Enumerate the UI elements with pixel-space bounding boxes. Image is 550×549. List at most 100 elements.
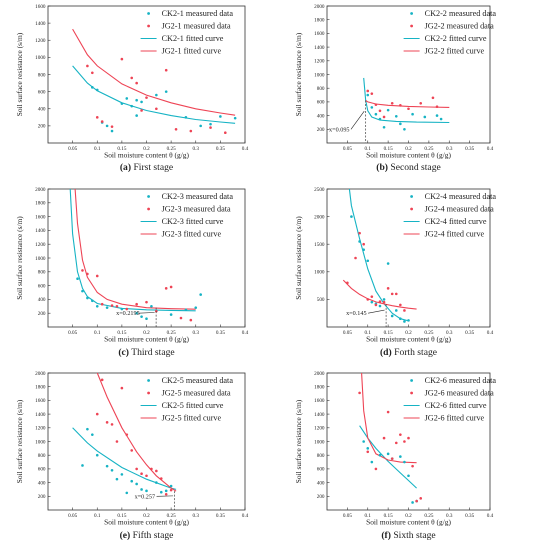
- y-tick-label: 1200: [314, 426, 325, 432]
- data-point: [145, 474, 148, 478]
- data-point: [164, 68, 168, 72]
- data-point: [100, 378, 104, 382]
- legend-label: CK2-6 measured data: [425, 376, 497, 385]
- data-point: [411, 464, 414, 468]
- annotation-arrow: [368, 309, 385, 314]
- legend-marker: [147, 12, 150, 15]
- legend-label: CK2-4 measured data: [425, 192, 497, 201]
- x-tick-label: 0.1: [365, 330, 372, 336]
- annotation-label: x=0.095: [329, 126, 350, 133]
- data-point: [91, 86, 94, 89]
- data-point: [435, 105, 439, 108]
- data-point: [431, 96, 435, 100]
- x-tick-label: 0.4: [242, 146, 249, 152]
- annotation-arrow: [350, 110, 365, 130]
- legend-label: JG2-6 fitted curve: [425, 414, 485, 423]
- y-tick-label: 800: [38, 72, 46, 78]
- y-tick-label: 2000: [314, 371, 325, 377]
- data-point: [399, 303, 402, 307]
- y-tick-label: 1200: [35, 242, 46, 248]
- data-point: [86, 296, 89, 300]
- data-point: [125, 307, 129, 311]
- y-tick-label: 2000: [314, 4, 325, 10]
- data-point: [100, 120, 104, 123]
- y-tick-label: 400: [38, 107, 46, 113]
- x-tick-label: 0.4: [487, 146, 494, 152]
- x-axis-title: Soil moisture content θ (g/g): [104, 518, 189, 527]
- data-point: [155, 93, 158, 97]
- series-line-jg2-5-fitted-curve: [96, 372, 177, 492]
- data-point: [81, 269, 84, 272]
- data-point: [164, 90, 168, 93]
- data-point: [164, 489, 168, 493]
- data-point: [370, 92, 374, 95]
- data-point: [95, 305, 99, 308]
- data-point: [169, 488, 173, 492]
- data-point: [184, 308, 188, 312]
- x-tick-label: 0.25: [167, 513, 176, 519]
- data-point: [219, 115, 222, 118]
- series-line-jg2-2-fitted-curve: [365, 100, 450, 108]
- x-tick-label: 0.3: [193, 513, 200, 519]
- data-point: [386, 452, 390, 456]
- legend-label: JG2-4 fitted curve: [425, 230, 485, 239]
- data-point: [399, 317, 402, 321]
- data-point: [419, 101, 423, 105]
- y-axis-title: Soil surface resistance (s/m): [294, 32, 303, 116]
- data-point: [150, 305, 153, 308]
- legend-label: JG2-2 measured data: [425, 22, 494, 31]
- x-tick-label: 0.25: [424, 146, 433, 152]
- panel-caption: (e) Fifth stage: [120, 530, 174, 541]
- legend-marker: [410, 24, 414, 28]
- legend-marker: [147, 195, 150, 198]
- data-point: [374, 103, 378, 106]
- data-point: [95, 274, 99, 278]
- data-point: [358, 231, 361, 235]
- data-point: [378, 300, 382, 303]
- x-tick-label: 0.25: [424, 330, 433, 336]
- legend-marker: [147, 207, 150, 211]
- x-tick-label: 0.05: [343, 513, 352, 519]
- x-tick-label: 0.05: [68, 330, 77, 336]
- data-point: [233, 116, 237, 120]
- data-point: [145, 317, 148, 321]
- x-tick-label: 0.4: [487, 513, 494, 519]
- x-tick-label: 0.1: [365, 146, 372, 152]
- data-point: [403, 320, 406, 323]
- legend-label: JG2-5 measured data: [162, 389, 231, 398]
- legend-label: CK2-1 measured data: [162, 9, 234, 18]
- y-axis-title: Soil surface resistance (s/m): [15, 216, 24, 300]
- data-point: [169, 484, 173, 488]
- y-axis-title: Soil surface resistance (s/m): [294, 399, 303, 483]
- y-tick-label: 1800: [314, 18, 325, 24]
- data-point: [159, 490, 163, 494]
- y-axis-title: Soil surface resistance (s/m): [15, 32, 24, 116]
- x-tick-label: 0.4: [487, 330, 494, 336]
- data-point: [155, 309, 158, 313]
- data-point: [189, 129, 193, 133]
- x-tick-label: 0.2: [405, 513, 412, 519]
- x-tick-label: 0.3: [446, 513, 453, 519]
- annotation-label: x=0.145: [346, 310, 367, 317]
- annotation-arrow: [138, 312, 155, 314]
- x-tick-label: 0.15: [384, 146, 393, 152]
- panel-caption: (d) Forth stage: [380, 347, 437, 358]
- data-point: [354, 256, 357, 260]
- data-point: [419, 497, 423, 500]
- x-tick-label: 0.35: [216, 146, 225, 152]
- caption-letter: (c): [118, 347, 129, 358]
- y-tick-label: 1200: [35, 38, 46, 44]
- data-point: [366, 450, 370, 454]
- data-point: [140, 488, 143, 491]
- data-point: [91, 299, 94, 303]
- legend-label: CK2-5 fitted curve: [162, 401, 224, 410]
- data-point: [105, 124, 109, 128]
- y-axis-title: Soil surface resistance (s/m): [15, 399, 24, 483]
- data-point: [140, 472, 143, 475]
- series-line-ck2-2-fitted-curve: [363, 77, 450, 124]
- data-point: [120, 386, 124, 390]
- x-tick-label: 0.05: [343, 146, 352, 152]
- x-tick-label: 0.3: [446, 146, 453, 152]
- data-point: [362, 248, 365, 252]
- y-tick-label: 1800: [35, 201, 46, 207]
